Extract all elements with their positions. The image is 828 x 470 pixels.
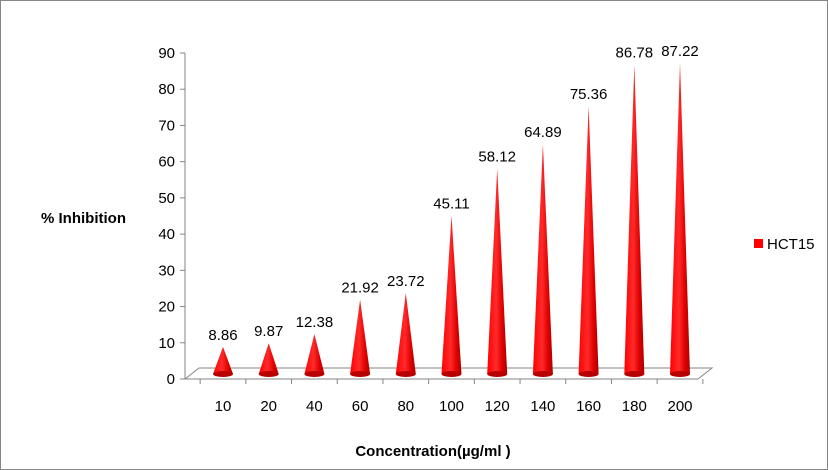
x-tick-label: 80 — [397, 398, 414, 415]
y-tick-label: 20 — [158, 299, 175, 316]
bar-cone-base — [395, 371, 416, 377]
x-tick-label: 140 — [530, 398, 555, 415]
data-label: 21.92 — [341, 280, 379, 297]
bar-cone-body — [487, 168, 508, 374]
data-label: 87.22 — [661, 43, 699, 60]
bar-60 — [350, 299, 371, 377]
bar-cone-base — [213, 371, 233, 377]
y-tick-label: 40 — [158, 226, 175, 243]
bar-cone-body — [350, 299, 371, 374]
bar-180 — [624, 64, 645, 377]
data-label: 75.36 — [570, 86, 608, 103]
bar-cone-body — [670, 63, 690, 375]
legend: HCT15 — [754, 236, 815, 253]
data-label: 86.78 — [616, 45, 654, 62]
x-axis-title: Concentration(µg/ml ) — [355, 443, 510, 460]
bar-cone-body — [395, 293, 416, 374]
y-axis — [180, 52, 704, 384]
bar-cone-base — [670, 371, 690, 377]
bar-cone-base — [624, 371, 645, 377]
x-tick-label: 60 — [352, 398, 369, 415]
bar-10 — [213, 346, 233, 377]
bar-80 — [395, 293, 416, 377]
bar-120 — [487, 168, 508, 377]
bar-cone-body — [532, 143, 553, 374]
y-tick-label: 30 — [158, 262, 175, 279]
y-tick-labels: 0 10 20 30 40 50 60 70 80 90 — [158, 45, 175, 388]
y-tick-label: 60 — [158, 154, 175, 171]
x-tick-label: 40 — [306, 398, 323, 415]
bar-cone-base — [532, 371, 553, 377]
data-label: 23.72 — [387, 273, 425, 290]
y-tick-label: 50 — [158, 190, 175, 207]
x-tick-label: 120 — [485, 398, 510, 415]
data-labels: 8.86 9.87 12.38 21.92 23.72 45.11 58.12 64.89 75… — [208, 43, 698, 344]
data-label: 9.87 — [254, 323, 283, 340]
legend-label-hct15: HCT15 — [767, 236, 815, 253]
legend-swatch-hct15 — [754, 239, 763, 248]
bar-20 — [258, 343, 279, 377]
bar-cone-body — [304, 334, 325, 374]
bar-140 — [532, 143, 553, 377]
bar-200 — [670, 63, 690, 377]
data-label: 8.86 — [208, 327, 237, 344]
bars — [213, 63, 690, 377]
bar-cone-body — [441, 215, 462, 374]
bar-cone-base — [578, 371, 599, 377]
data-label: 12.38 — [296, 314, 334, 331]
x-tick-label: 100 — [439, 398, 464, 415]
bar-cone-base — [350, 371, 371, 377]
y-tick-label: 70 — [158, 117, 175, 134]
y-axis-title: % Inhibition — [41, 210, 126, 227]
x-tick-label: 10 — [215, 398, 232, 415]
data-label: 58.12 — [478, 148, 516, 165]
x-tick-label: 160 — [576, 398, 601, 415]
bar-cone-body — [213, 346, 233, 374]
y-tick-label: 80 — [158, 81, 175, 98]
bar-100 — [441, 215, 462, 377]
bar-40 — [304, 334, 325, 377]
y-tick-label: 0 — [167, 371, 175, 388]
x-tick-label: 20 — [260, 398, 277, 415]
bar-cone-base — [258, 371, 279, 377]
x-tick-labels: 10 20 40 60 80 100 120 140 160 180 200 — [215, 398, 693, 415]
data-label: 64.89 — [524, 124, 562, 141]
y-tick-label: 10 — [158, 335, 175, 352]
bar-cone-body — [258, 343, 279, 374]
y-tick-label: 90 — [158, 45, 175, 62]
bar-cone-body — [578, 106, 599, 375]
bar-160 — [578, 106, 599, 377]
bar-cone-body — [624, 64, 645, 374]
data-label: 45.11 — [433, 196, 469, 213]
x-tick-label: 180 — [622, 398, 647, 415]
bar-cone-base — [487, 371, 508, 377]
bar-cone-base — [304, 371, 325, 377]
x-tick-label: 200 — [667, 398, 692, 415]
bar-cone-base — [441, 371, 462, 377]
